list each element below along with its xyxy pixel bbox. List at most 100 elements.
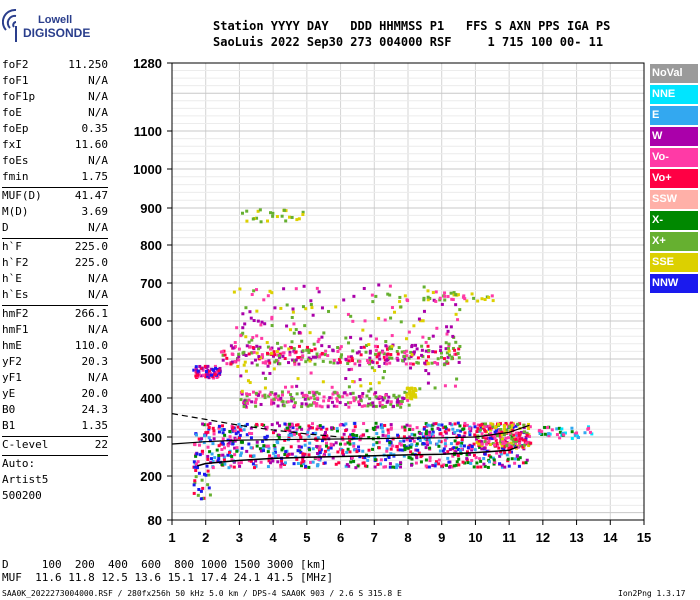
echo-point (322, 331, 326, 335)
echo-point (334, 462, 338, 466)
echo-point (266, 345, 270, 349)
legend-x-8: X+ (650, 232, 698, 251)
echo-point (289, 393, 293, 397)
echo-point (266, 450, 270, 454)
echo-point (317, 457, 321, 461)
param-row: foF2 11.250 (2, 57, 108, 73)
echo-point (354, 466, 358, 470)
echo-point (320, 405, 324, 409)
echo-point (488, 426, 492, 430)
echo-point (476, 435, 480, 439)
echo-point (299, 435, 303, 439)
param-value: 3.69 (81, 205, 109, 218)
echo-point (205, 464, 209, 468)
echo-point (502, 433, 506, 437)
echo-point (382, 465, 386, 469)
ionogram-chart: 1 2 3 4 5 6 7 8 9 10 11 12 13 14 151280110010009008007… (133, 56, 651, 545)
y-tick-label: 800 (140, 238, 162, 253)
echo-point (320, 306, 324, 310)
echo-point (217, 453, 221, 457)
echo-point (407, 403, 411, 407)
echo-point (194, 365, 198, 369)
echo-point (449, 442, 453, 446)
echo-point (206, 454, 210, 458)
echo-point (402, 439, 406, 443)
echo-point (310, 422, 314, 426)
echo-point (231, 442, 235, 446)
echo-point (295, 457, 299, 461)
echo-point (426, 344, 430, 348)
echo-point (436, 357, 440, 361)
echo-point (380, 426, 384, 430)
echo-point (384, 340, 388, 344)
echo-point (229, 362, 233, 366)
param-value: 225.0 (74, 240, 108, 253)
echo-point (225, 356, 229, 360)
echo-point (285, 426, 289, 430)
echo-point (328, 396, 332, 400)
param-value: N/A (88, 106, 108, 119)
echo-point (301, 305, 305, 309)
echo-point (311, 447, 315, 451)
echo-point (234, 438, 238, 442)
echo-point (237, 358, 241, 362)
echo-point (350, 456, 354, 460)
echo-point (223, 462, 227, 466)
echo-point (414, 343, 418, 347)
echo-point (397, 402, 401, 406)
echo-point (561, 431, 565, 435)
echo-point (255, 216, 259, 220)
echo-point (270, 423, 274, 427)
echo-point (244, 335, 248, 339)
echo-point (331, 392, 335, 396)
param-row: foE N/A (2, 105, 108, 121)
echo-point (258, 356, 262, 360)
echo-point (196, 460, 200, 464)
echo-point (349, 392, 353, 396)
x-tick-label: 11 (502, 530, 516, 545)
echo-point (411, 389, 415, 393)
echo-point (479, 465, 483, 469)
param-value: 11.60 (74, 138, 108, 151)
echo-point (480, 297, 484, 301)
echo-point (297, 362, 301, 366)
echo-point (287, 347, 291, 351)
echo-point (292, 432, 296, 436)
echo-point (543, 425, 547, 429)
echo-point (362, 422, 366, 426)
echo-point (230, 458, 234, 462)
echo-point (417, 317, 421, 321)
echo-point (428, 456, 432, 460)
echo-point (366, 404, 370, 408)
param-row: foF1p N/A (2, 89, 108, 105)
echo-point (560, 427, 564, 431)
echo-point (398, 448, 402, 452)
echo-point (376, 425, 380, 429)
echo-point (213, 456, 217, 460)
param-value: 1.35 (81, 419, 109, 432)
echo-point (583, 431, 587, 435)
echo-point (460, 439, 464, 443)
echo-point (349, 460, 353, 464)
echo-point (502, 424, 506, 428)
echo-point (263, 386, 267, 390)
echo-point (298, 449, 302, 453)
param-row: h`E N/A (2, 271, 108, 287)
echo-point (547, 432, 551, 436)
echo-point (401, 396, 405, 400)
echo-point (412, 324, 416, 328)
echo-point (364, 350, 368, 354)
echo-point (237, 352, 241, 356)
echo-point (344, 336, 348, 340)
echo-point (402, 354, 406, 358)
echo-point (426, 361, 430, 365)
echo-point (325, 441, 329, 445)
echo-point (252, 289, 256, 293)
echo-point (395, 400, 399, 404)
echo-point (397, 394, 401, 398)
echo-point (261, 439, 265, 443)
echo-point (448, 447, 452, 451)
echo-point (570, 426, 574, 430)
echo-point (358, 438, 362, 442)
echo-point (503, 429, 507, 433)
